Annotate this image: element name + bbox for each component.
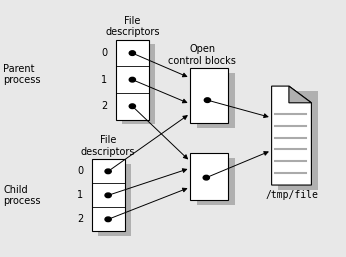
- Circle shape: [129, 77, 136, 82]
- Bar: [190, 68, 228, 123]
- Circle shape: [105, 217, 111, 222]
- Text: File
descriptors: File descriptors: [105, 16, 160, 37]
- Circle shape: [105, 169, 111, 174]
- Text: 1: 1: [101, 75, 107, 85]
- Text: 0: 0: [77, 166, 83, 176]
- Polygon shape: [289, 86, 311, 103]
- Circle shape: [203, 175, 209, 180]
- Bar: [116, 40, 149, 120]
- Bar: [122, 44, 155, 124]
- Bar: [98, 164, 131, 236]
- Text: 2: 2: [101, 101, 107, 111]
- Text: /tmp/file: /tmp/file: [265, 190, 318, 200]
- Text: 2: 2: [77, 214, 83, 224]
- Bar: [197, 73, 235, 128]
- Circle shape: [105, 193, 111, 198]
- Bar: [278, 91, 318, 190]
- Text: Child
process: Child process: [3, 185, 41, 206]
- Text: 0: 0: [101, 48, 107, 58]
- Text: Parent
process: Parent process: [3, 64, 41, 85]
- Circle shape: [129, 51, 136, 56]
- Text: File
descriptors: File descriptors: [81, 135, 135, 157]
- Bar: [190, 153, 228, 200]
- Text: 1: 1: [77, 190, 83, 200]
- Circle shape: [204, 98, 210, 103]
- Circle shape: [129, 104, 136, 108]
- Bar: [92, 159, 125, 231]
- Bar: [197, 158, 235, 205]
- Polygon shape: [272, 86, 311, 185]
- Text: Open
control blocks: Open control blocks: [169, 44, 236, 66]
